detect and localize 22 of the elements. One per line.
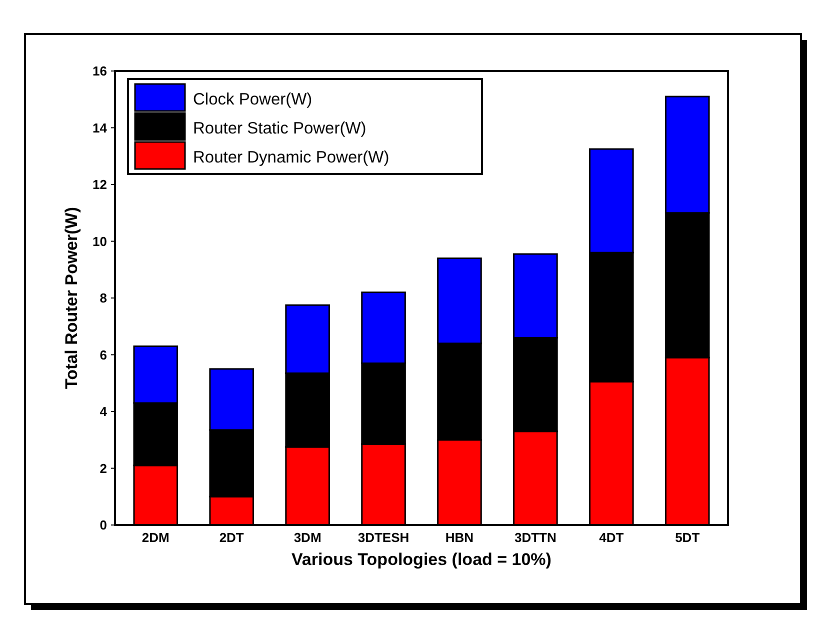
x-tick-label: 3DTTN bbox=[514, 530, 556, 545]
x-tick-label: 3DM bbox=[294, 530, 322, 545]
x-axis-title: Various Topologies (load = 10%) bbox=[292, 550, 552, 569]
y-tick-label: 4 bbox=[100, 404, 108, 420]
y-axis-title: Total Router Power(W) bbox=[62, 207, 81, 389]
x-tick-label: HBN bbox=[445, 530, 474, 545]
y-tick-label: 16 bbox=[92, 64, 107, 79]
legend-label: Clock Power(W) bbox=[193, 90, 312, 108]
x-tick-label: 2DT bbox=[219, 530, 244, 545]
y-tick-label: 8 bbox=[100, 290, 107, 306]
x-tick-label: 4DT bbox=[599, 530, 624, 545]
x-tick-label: 3DTESH bbox=[358, 530, 410, 545]
y-tick-label: 6 bbox=[100, 347, 107, 362]
legend-label: Router Static Power(W) bbox=[193, 119, 366, 138]
x-tick-label: 2DM bbox=[142, 530, 170, 545]
x-tick-label: 5DT bbox=[675, 530, 700, 545]
y-tick-label: 0 bbox=[100, 518, 107, 533]
legend-label: Router Dynamic Power(W) bbox=[193, 148, 390, 166]
y-tick-label: 10 bbox=[92, 234, 107, 249]
y-tick-label: 2 bbox=[100, 460, 107, 476]
y-tick-label: 14 bbox=[92, 120, 108, 136]
y-tick-label: 12 bbox=[92, 177, 107, 192]
